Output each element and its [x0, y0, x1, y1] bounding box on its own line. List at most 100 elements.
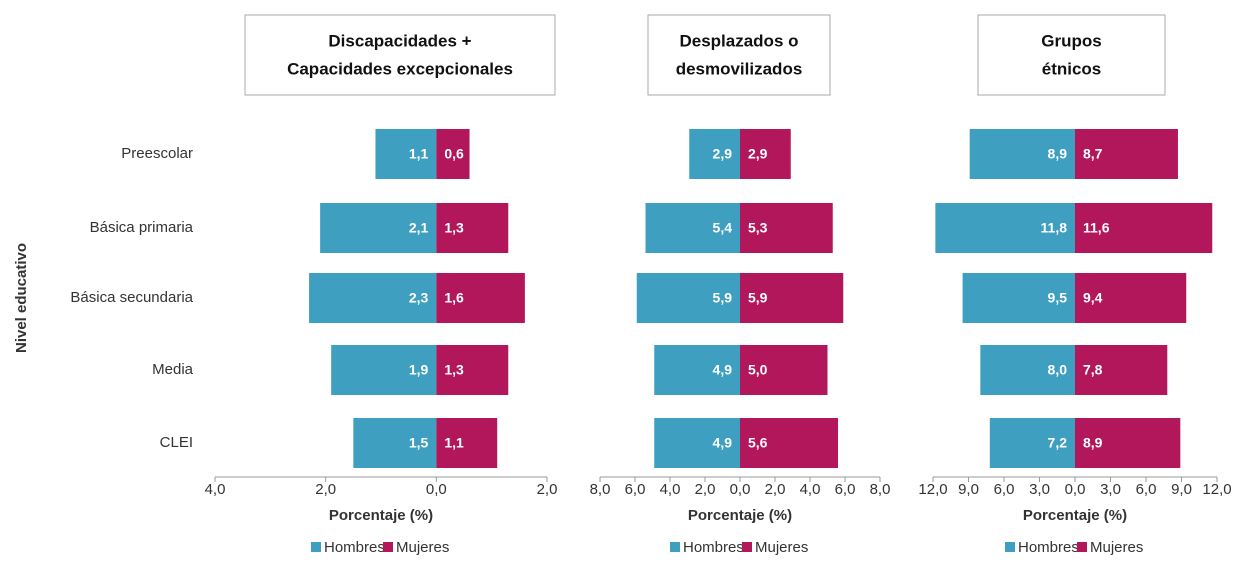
category-label: Preescolar	[121, 145, 193, 162]
chart-title: Desplazados o	[679, 31, 798, 50]
bar	[935, 203, 1075, 253]
x-tick-label: 6,0	[835, 481, 856, 498]
legend-swatch	[383, 542, 393, 552]
x-tick-label: 6,0	[625, 481, 646, 498]
bar	[740, 129, 791, 179]
bar	[353, 418, 437, 468]
x-tick-label: 8,0	[590, 481, 611, 498]
bar	[645, 203, 740, 253]
bar	[636, 273, 740, 323]
bar	[436, 345, 509, 395]
bar	[1075, 273, 1187, 323]
bar	[980, 345, 1075, 395]
value-label: 2,1	[409, 220, 429, 236]
legend-label: Hombres	[1018, 539, 1079, 556]
x-tick-label: 9,0	[1171, 481, 1192, 498]
bar	[331, 345, 437, 395]
chart-title: étnicos	[1042, 59, 1102, 78]
bar	[436, 418, 498, 468]
bar	[436, 273, 525, 323]
x-tick-label: 0,0	[730, 481, 751, 498]
value-label: 7,2	[1048, 435, 1068, 451]
x-tick-label: 4,0	[205, 481, 226, 498]
value-label: 0,6	[444, 146, 464, 162]
bar	[740, 345, 828, 395]
legend-label: Hombres	[683, 539, 744, 556]
legend-swatch	[670, 542, 680, 552]
bar	[740, 418, 838, 468]
bar	[969, 129, 1075, 179]
value-label: 8,9	[1083, 435, 1103, 451]
value-label: 11,8	[1041, 220, 1068, 236]
legend-swatch	[742, 542, 752, 552]
x-tick-label: 3,0	[1029, 481, 1050, 498]
bar	[654, 345, 740, 395]
y-axis-label: Nivel educativo	[13, 243, 30, 353]
value-label: 11,6	[1083, 220, 1110, 236]
value-label: 9,5	[1048, 290, 1068, 306]
bar	[309, 273, 437, 323]
value-label: 1,6	[444, 290, 464, 306]
bar	[962, 273, 1075, 323]
x-tick-label: 2,0	[695, 481, 716, 498]
value-label: 5,0	[748, 362, 768, 378]
x-tick-label: 4,0	[800, 481, 821, 498]
x-tick-label: 0,0	[426, 481, 447, 498]
bar	[989, 418, 1075, 468]
x-tick-label: 12,0	[918, 481, 947, 498]
bar	[1075, 345, 1168, 395]
value-label: 8,7	[1083, 146, 1103, 162]
chart-title: Grupos	[1041, 31, 1101, 50]
bar	[1075, 129, 1178, 179]
x-tick-label: 2,0	[765, 481, 786, 498]
chart-title: desmovilizados	[676, 59, 803, 78]
value-label: 5,3	[748, 220, 768, 236]
value-label: 1,1	[409, 146, 429, 162]
title-box	[977, 14, 1166, 96]
x-tick-label: 4,0	[660, 481, 681, 498]
value-label: 5,9	[748, 290, 768, 306]
value-label: 5,4	[713, 220, 733, 236]
bar	[1075, 203, 1213, 253]
bar	[1075, 418, 1181, 468]
legend-swatch	[1077, 542, 1087, 552]
chart-title: Capacidades excepcionales	[287, 59, 513, 78]
x-axis-label: Porcentaje (%)	[688, 507, 792, 524]
chart-title: Discapacidades +	[328, 31, 471, 50]
value-label: 2,9	[713, 146, 733, 162]
bar	[689, 129, 740, 179]
legend-label: Mujeres	[755, 539, 808, 556]
legend-swatch	[1005, 542, 1015, 552]
value-label: 9,4	[1083, 290, 1103, 306]
title-box	[244, 14, 556, 96]
value-label: 2,9	[748, 146, 768, 162]
bar	[740, 203, 833, 253]
value-label: 1,3	[444, 362, 464, 378]
x-tick-label: 0,0	[1065, 481, 1086, 498]
legend-label: Mujeres	[1090, 539, 1143, 556]
bar	[375, 129, 437, 179]
title-box	[647, 14, 831, 96]
value-label: 4,9	[713, 435, 733, 451]
value-label: 1,5	[409, 435, 429, 451]
value-label: 1,9	[409, 362, 429, 378]
value-label: 1,1	[444, 435, 464, 451]
category-label: CLEI	[160, 434, 193, 451]
x-tick-label: 9,0	[958, 481, 979, 498]
x-tick-label: 12,0	[1202, 481, 1231, 498]
category-label: Básica primaria	[90, 219, 194, 236]
legend-swatch	[311, 542, 321, 552]
x-tick-label: 8,0	[870, 481, 891, 498]
x-axis-label: Porcentaje (%)	[329, 507, 433, 524]
bar	[740, 273, 844, 323]
value-label: 8,0	[1048, 362, 1068, 378]
bar	[654, 418, 740, 468]
bar	[436, 129, 470, 179]
legend-label: Mujeres	[396, 539, 449, 556]
value-label: 8,9	[1048, 146, 1068, 162]
bar	[436, 203, 509, 253]
bar	[320, 203, 437, 253]
category-label: Media	[152, 361, 194, 378]
category-label: Básica secundaria	[70, 289, 193, 306]
